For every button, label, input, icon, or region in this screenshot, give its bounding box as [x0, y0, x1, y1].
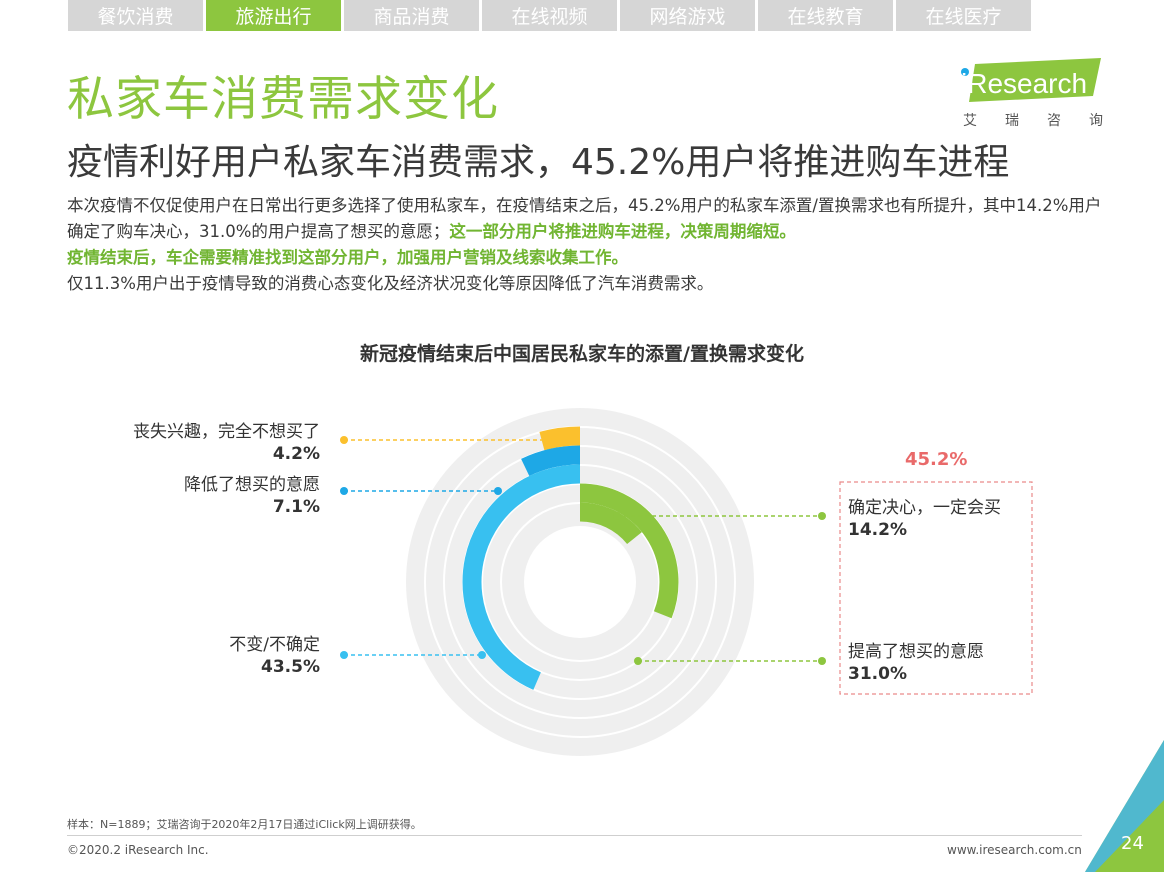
chart-title: 新冠疫情结束后中国居民私家车的添置/置换需求变化: [360, 343, 804, 365]
logo-subtext: 艾 瑞 咨 询: [963, 113, 1103, 129]
leader-lost-interest-dot-b: [544, 436, 552, 444]
iresearch-logo: iResearch: [961, 58, 1101, 102]
leader-determined-dot-a: [613, 512, 621, 520]
logo-text: iResearch: [961, 68, 1087, 99]
page-title: 私家车消费需求变化: [67, 72, 499, 127]
tab-0[interactable]: 餐饮消费: [68, 0, 203, 31]
label-lost-interest: 丧失兴趣，完全不想买了 4.2%: [133, 422, 320, 464]
bar-lost-interest: [539, 426, 581, 451]
leader-determined-dot-b: [818, 512, 826, 520]
leader-lower-intent-dot-a: [340, 487, 348, 495]
tab-1[interactable]: 旅游出行: [206, 0, 341, 31]
tab-6[interactable]: 在线医疗: [896, 0, 1031, 31]
footer-divider: [67, 835, 1082, 836]
page-subtitle: 疫情利好用户私家车消费需求，45.2%用户将推进购车进程: [67, 142, 1010, 183]
group-box: [839, 481, 1033, 695]
corner-decoration: [1085, 740, 1164, 872]
chart-center: [524, 526, 636, 638]
page-number: 24: [1121, 833, 1144, 854]
tab-3[interactable]: 在线视频: [482, 0, 617, 31]
body-text: 本次疫情不仅促使用户在日常出行更多选择了使用私家车，在疫情结束之后，45.2%用…: [67, 196, 1102, 293]
bar-unchanged: [462, 464, 581, 690]
highlight-text: 这一部分用户将推进购车进程，决策周期缩短。: [449, 222, 796, 241]
leader-lower-intent-dot-b: [494, 487, 502, 495]
leader-unchanged-dot-a: [340, 651, 348, 659]
sample-note: 样本：N=1889；艾瑞咨询于2020年2月17日通过iClick网上调研获得。: [67, 818, 422, 831]
bar-determined: [579, 502, 642, 545]
label-determined: 确定决心，一定会买 14.2%: [848, 498, 1001, 540]
group-total-label: 45.2%: [905, 449, 968, 470]
leader-higher-intent-dot-b: [818, 657, 826, 665]
copyright: ©2020.2 iResearch Inc.: [67, 843, 209, 857]
leader-unchanged-dot-b: [478, 651, 486, 659]
label-unchanged: 不变/不确定 43.5%: [229, 635, 320, 677]
tab-2[interactable]: 商品消费: [344, 0, 479, 31]
leader-higher-intent-dot-a: [634, 657, 642, 665]
tab-5[interactable]: 在线教育: [758, 0, 893, 31]
label-lower-intent: 降低了想买的意愿 7.1%: [184, 475, 320, 517]
footer-url: www.iresearch.com.cn: [947, 843, 1082, 857]
highlight-text: 疫情结束后，车企需要精准找到这部分用户，加强用户营销及线索收集工作。: [67, 248, 628, 267]
leader-lost-interest-dot-a: [340, 436, 348, 444]
bar-lower-intent: [521, 445, 581, 477]
category-tabs: 餐饮消费 旅游出行 商品消费 在线视频 网络游戏 在线教育 在线医疗: [68, 0, 1031, 31]
bar-higher-intent: [579, 483, 679, 619]
label-higher-intent: 提高了想买的意愿 31.0%: [848, 642, 984, 684]
tab-4[interactable]: 网络游戏: [620, 0, 755, 31]
